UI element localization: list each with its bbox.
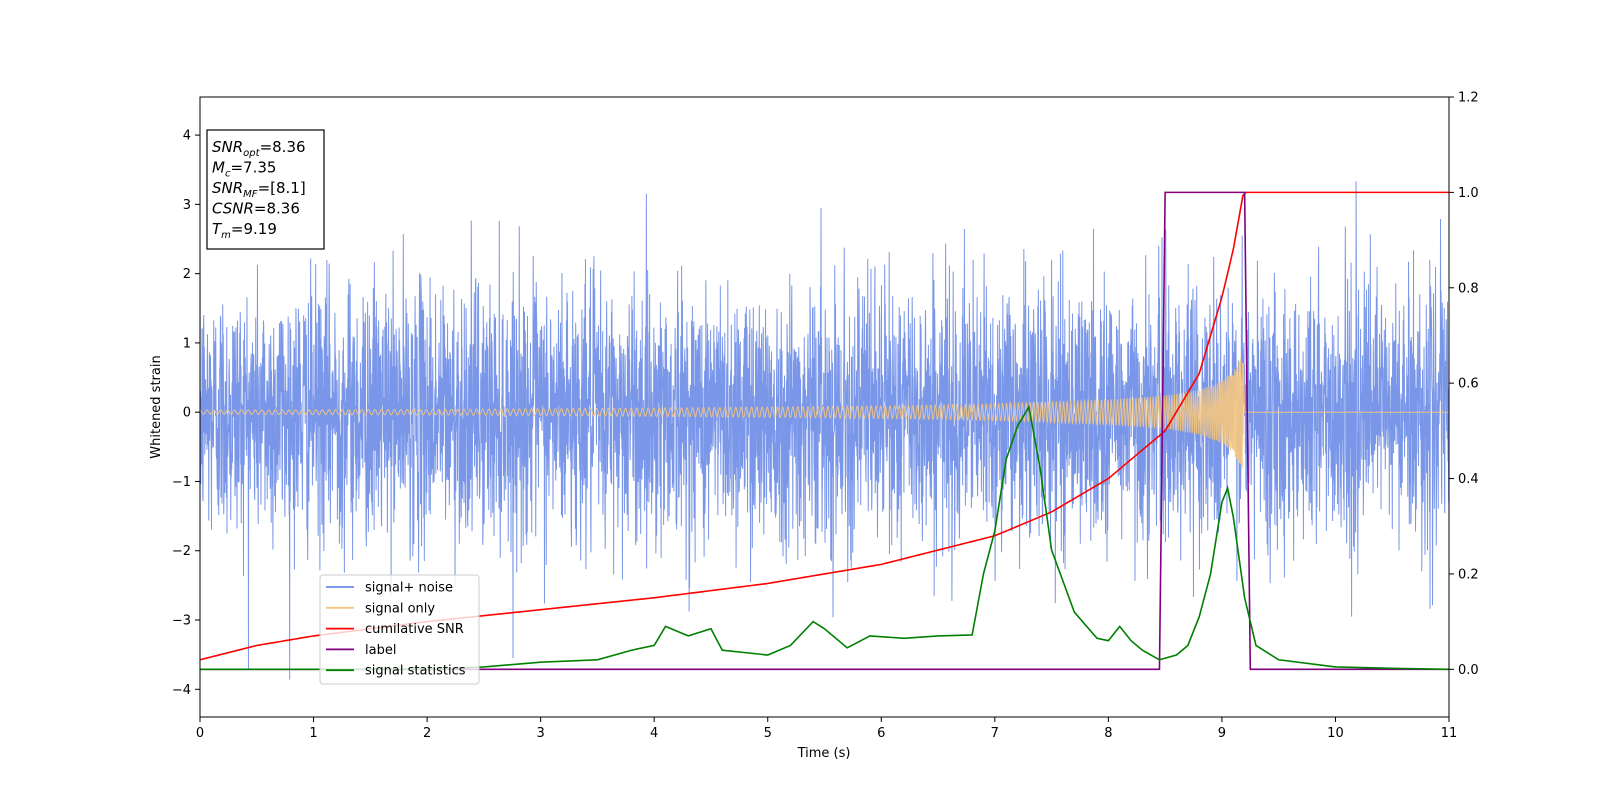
y-right-tick-label: 0.4 <box>1458 472 1479 487</box>
y-left-tick-label: −1 <box>172 475 191 490</box>
x-tick-label: 1 <box>309 726 317 741</box>
y-left-tick-label: −4 <box>172 683 191 698</box>
series-signal-statistics-line <box>200 404 1450 671</box>
series-label-line <box>200 191 1449 671</box>
info-line: SNRopt=8.36 <box>212 138 306 159</box>
y-right-tick-label: 1.0 <box>1458 186 1479 201</box>
y-left-tick-label: 3 <box>183 198 191 213</box>
x-tick-label: 0 <box>196 726 204 741</box>
x-tick-label: 4 <box>650 726 658 741</box>
x-tick-label: 8 <box>1104 726 1112 741</box>
x-axis-label: Time (s) <box>797 746 851 761</box>
y-left-tick-label: 4 <box>183 129 191 144</box>
legend-label: signal statistics <box>365 664 466 679</box>
x-tick-label: 3 <box>536 726 544 741</box>
plot-frame <box>199 96 1450 718</box>
info-line: CSNR=8.36 <box>212 200 300 218</box>
x-tick-label: 9 <box>1218 726 1226 741</box>
series-signal-noise-line <box>199 181 1450 680</box>
x-tick-label: 6 <box>877 726 885 741</box>
x-tick-label: 5 <box>764 726 772 741</box>
legend-label: cumilative SNR <box>365 622 464 637</box>
legend-frame <box>319 574 480 685</box>
x-tick-label: 7 <box>991 726 999 741</box>
x-tick-label: 11 <box>1441 726 1458 741</box>
y-left-tick-label: 2 <box>183 267 191 282</box>
y-left-tick-label: −2 <box>172 544 191 559</box>
legend-label: signal+ noise <box>365 581 453 596</box>
series-signal-only-line <box>199 358 1449 469</box>
x-tick-label: 2 <box>423 726 431 741</box>
y-right-tick-label: 0.8 <box>1458 281 1479 296</box>
y-right-tick-label: 0.2 <box>1458 567 1479 582</box>
y-left-tick-label: 0 <box>183 406 191 421</box>
axes: 0 1 2 3 4 5 6 7 8 9 10 11 −4 −3 −2 −1 0 1 2 3 4 0.0 0.2 0.4 0.6 0… <box>172 91 1479 742</box>
y-right-tick-label: 1.2 <box>1458 91 1479 106</box>
legend-label: signal only <box>365 601 435 616</box>
info-line: Tm=9.19 <box>212 220 277 241</box>
y-left-tick-label: −3 <box>172 614 191 629</box>
info-line: Mc=7.35 <box>212 159 276 180</box>
legend-label: label <box>365 643 396 658</box>
y-axis-label: Whitened strain <box>149 355 164 458</box>
legend: signal+ noise signal only cumilative SNR la… <box>319 574 480 685</box>
y-left-tick-label: 1 <box>183 336 191 351</box>
x-tick-label: 10 <box>1327 726 1344 741</box>
y-right-tick-label: 0.6 <box>1458 377 1479 392</box>
info-box-frame <box>206 129 325 250</box>
info-line: SNRMF=[8.1] <box>212 179 306 200</box>
y-right-tick-label: 0.0 <box>1458 663 1479 678</box>
